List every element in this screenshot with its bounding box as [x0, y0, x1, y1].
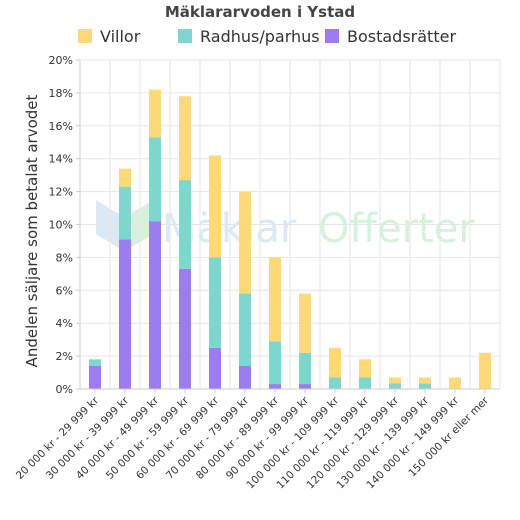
bar-villor-11: [419, 377, 431, 384]
y-tick-label: 6%: [56, 284, 73, 297]
bar-radhus-parhus-4: [209, 257, 221, 348]
bar-radhus-parhus-7: [299, 352, 311, 385]
y-tick-label: 18%: [49, 87, 73, 100]
bar-radhus-parhus-9: [359, 377, 371, 389]
bar-bostadsr-tter-1: [119, 239, 131, 389]
y-tick-label: 0%: [56, 383, 73, 396]
y-tick-label: 8%: [56, 251, 73, 264]
bar-villor-6: [269, 257, 281, 342]
legend-swatch: [178, 29, 192, 43]
y-tick-label: 20%: [49, 54, 73, 67]
bar-radhus-parhus-6: [269, 341, 281, 385]
bar-bostadsr-tter-2: [149, 221, 161, 389]
legend-item-radhus-parhus: Radhus/parhus: [178, 27, 320, 46]
bar-bostadsr-tter-6: [269, 384, 281, 389]
bar-radhus-parhus-1: [119, 186, 131, 240]
bar-bostadsr-tter-5: [239, 365, 251, 389]
y-tick-label: 16%: [49, 120, 73, 133]
y-tick-label: 4%: [56, 317, 73, 330]
bar-radhus-parhus-3: [179, 180, 191, 269]
bar-radhus-parhus-8: [329, 377, 341, 389]
y-tick-label: 2%: [56, 350, 73, 363]
bar-villor-3: [179, 96, 191, 181]
bar-villor-9: [359, 359, 371, 378]
legend-label: Bostadsrätter: [347, 27, 456, 46]
y-tick-label: 10%: [49, 219, 73, 232]
bar-villor-10: [389, 377, 401, 384]
y-axis-label: Andelen säljare som betalat arvodet: [23, 94, 41, 367]
watermark-text: Offerter: [318, 206, 475, 252]
bar-radhus-parhus-10: [389, 383, 401, 389]
legend-swatch: [78, 29, 92, 43]
legend: Villor Radhus/parhus Bostadsrätter: [78, 27, 456, 46]
bar-radhus-parhus-5: [239, 293, 251, 366]
bar-villor-7: [299, 293, 311, 353]
bar-bostadsr-tter-3: [179, 268, 191, 389]
bar-villor-5: [239, 191, 251, 294]
y-tick-label: 14%: [49, 153, 73, 166]
bars: [89, 89, 491, 389]
bar-bostadsr-tter-0: [89, 365, 101, 389]
legend-swatch: [325, 29, 339, 43]
bar-villor-12: [449, 377, 461, 389]
bar-radhus-parhus-0: [89, 359, 101, 366]
y-axis: 0% 2% 4% 6% 8% 10% 12% 14% 16% 18% 20%: [49, 54, 81, 396]
bar-villor-2: [149, 89, 161, 138]
legend-label: Radhus/parhus: [200, 27, 320, 46]
bar-bostadsr-tter-4: [209, 347, 221, 389]
bar-villor-8: [329, 347, 341, 378]
bar-radhus-parhus-11: [419, 383, 431, 389]
chart-title: Mäklararvoden i Ystad: [165, 3, 355, 21]
bar-villor-13: [479, 352, 491, 389]
y-tick-label: 12%: [49, 186, 73, 199]
legend-item-villor: Villor: [78, 27, 141, 46]
bar-villor-1: [119, 168, 131, 187]
grid: [79, 59, 501, 390]
bar-radhus-parhus-2: [149, 137, 161, 222]
legend-label: Villor: [100, 27, 141, 46]
bar-villor-4: [209, 155, 221, 258]
bar-bostadsr-tter-7: [299, 384, 311, 389]
legend-item-bostadsr-tter: Bostadsrätter: [325, 27, 456, 46]
